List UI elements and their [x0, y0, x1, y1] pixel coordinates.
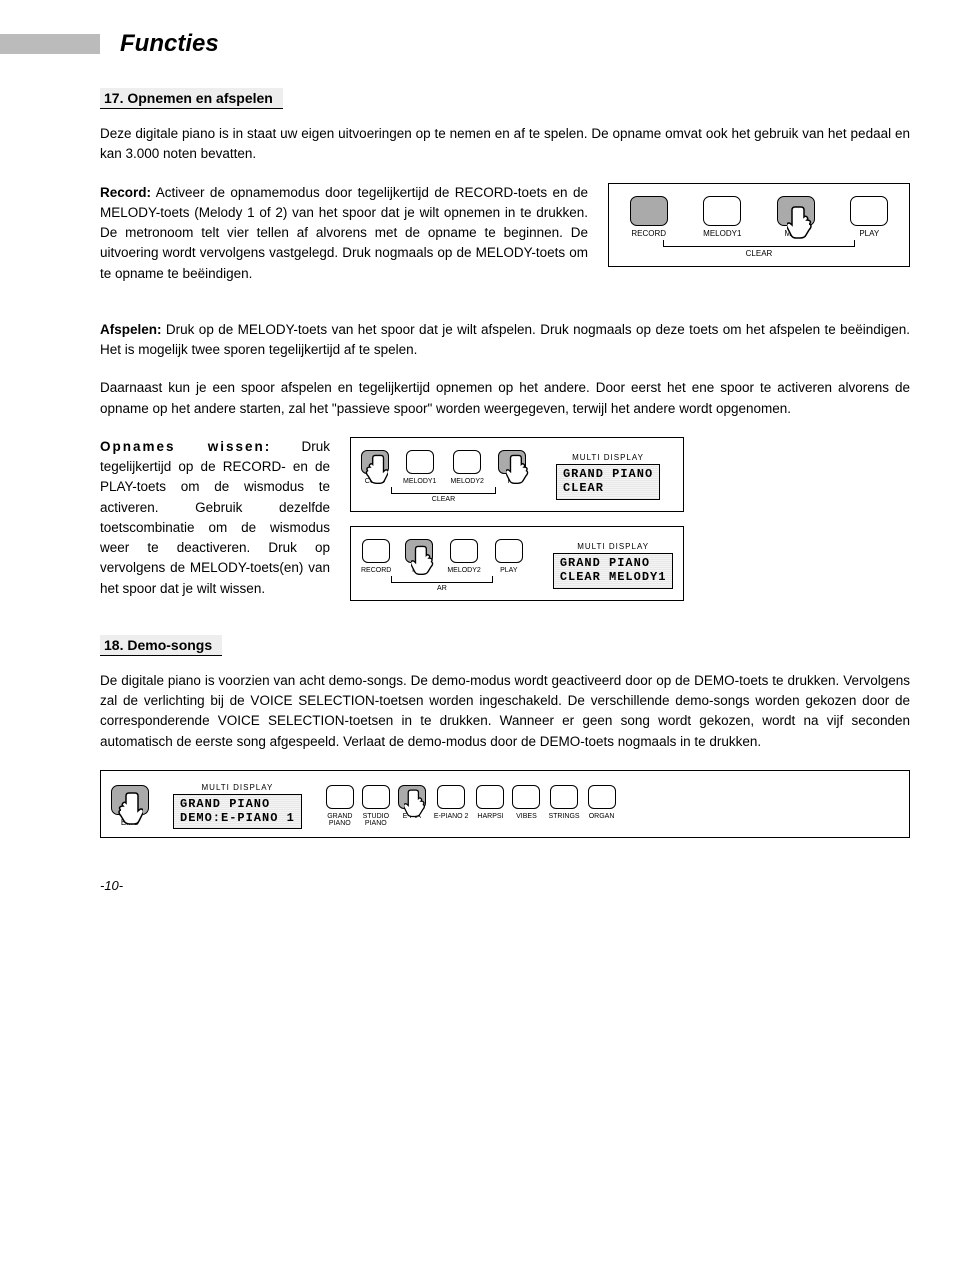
voice-label: E-PIANO 2 — [434, 813, 469, 820]
voice-harpsi[interactable] — [476, 785, 504, 809]
record-label: Record: — [100, 185, 151, 200]
play-button-label: PLAY — [859, 230, 879, 239]
voice-row: GRAND PIANO STUDIO PIANO E-PIA E-PIANO 2… — [326, 785, 616, 828]
play-button[interactable] — [495, 539, 523, 563]
melody2-button[interactable] — [450, 539, 478, 563]
clear-panel-1: CORD MELODY1 MELODY2 — [350, 437, 684, 512]
record-paragraph: Record: Activeer de opnamemodus door teg… — [100, 183, 588, 284]
play-button-label: PLAY — [500, 567, 517, 574]
record-button[interactable] — [630, 196, 668, 226]
melody1-button-label: MELODY1 — [403, 478, 436, 485]
melody2-button-label: MELODY2 — [447, 567, 480, 574]
clear-label: CLEAR — [663, 249, 855, 258]
record-button[interactable] — [361, 450, 389, 474]
melody1-button[interactable] — [405, 539, 433, 563]
voice-label: ORGAN — [589, 813, 615, 820]
voice-vibes[interactable] — [512, 785, 540, 809]
play-button[interactable] — [498, 450, 526, 474]
clear-panel-2: RECORD MEL MELODY2 — [350, 526, 684, 601]
lcd-display: GRAND PIANO DEMO:E-PIANO 1 — [173, 794, 302, 830]
record-button-label: RECORD — [631, 230, 666, 239]
record-button-label: CORD — [365, 478, 386, 485]
record-button-label: RECORD — [361, 567, 391, 574]
section-17-heading: 17. Opnemen en afspelen — [100, 88, 283, 109]
lcd-title: MULTI DISPLAY — [577, 542, 649, 551]
wissen-body: Druk tegelijkertijd op de RECORD- en de … — [100, 439, 330, 596]
melody2-button-label: MELODY2 — [450, 478, 483, 485]
voice-label: STUDIO PIANO — [363, 813, 389, 828]
afspelen-body: Druk op de MELODY-toets van het spoor da… — [100, 322, 910, 357]
melody2-button-label: MELO — [784, 230, 807, 239]
page-number: -10- — [100, 878, 910, 893]
voice-label: HARPSI — [477, 813, 503, 820]
section-18-body: De digitale piano is voorzien van acht d… — [100, 671, 910, 752]
title-gray-bar — [0, 34, 100, 54]
title-bar: Functies — [0, 30, 910, 58]
demo-button-label: EMO — [121, 819, 139, 828]
voice-studio-piano[interactable] — [362, 785, 390, 809]
wissen-paragraph: Opnames wissen: Druk tegelijkertijd op d… — [100, 437, 330, 599]
melody1-button-label: MEL — [412, 567, 426, 574]
record-panel: RECORD MELODY1 MELO PLAY — [608, 183, 910, 268]
voice-label: VIBES — [516, 813, 537, 820]
record-body: Activeer de opnamemodus door tegelijkert… — [100, 185, 588, 281]
voice-label: E-PIA — [403, 813, 421, 820]
voice-label: GRAND PIANO — [327, 813, 352, 828]
daarnaast-paragraph: Daarnaast kun je een spoor afspelen en t… — [100, 378, 910, 419]
demo-button[interactable] — [111, 785, 149, 815]
voice-label: STRINGS — [548, 813, 579, 820]
melody1-button[interactable] — [703, 196, 741, 226]
play-button-label: PL — [508, 478, 517, 485]
voice-grand-piano[interactable] — [326, 785, 354, 809]
voice-organ[interactable] — [588, 785, 616, 809]
wissen-label: Opnames wissen: — [100, 439, 271, 454]
lcd-display: GRAND PIANO CLEAR — [556, 464, 660, 500]
record-button[interactable] — [362, 539, 390, 563]
section-18-heading: 18. Demo-songs — [100, 635, 222, 656]
section-17-intro: Deze digitale piano is in staat uw eigen… — [100, 124, 910, 165]
melody1-button-label: MELODY1 — [703, 230, 741, 239]
lcd-title: MULTI DISPLAY — [572, 453, 644, 462]
lcd-display: GRAND PIANO CLEAR MELODY1 — [553, 553, 674, 589]
voice-epiano-2[interactable] — [437, 785, 465, 809]
voice-strings[interactable] — [550, 785, 578, 809]
voice-epiano-1[interactable] — [398, 785, 426, 809]
afspelen-paragraph: Afspelen: Druk op de MELODY-toets van he… — [100, 320, 910, 361]
melody2-button[interactable] — [777, 196, 815, 226]
melody1-button[interactable] — [406, 450, 434, 474]
page-title: Functies — [120, 30, 219, 58]
melody2-button[interactable] — [453, 450, 481, 474]
clear-label: AR — [391, 585, 493, 592]
lcd-title: MULTI DISPLAY — [202, 783, 274, 792]
play-button[interactable] — [850, 196, 888, 226]
clear-label: CLEAR — [391, 496, 496, 503]
afspelen-label: Afspelen: — [100, 322, 162, 337]
demo-panel: EMO MULTI DISPLAY GRAND PIANO DEMO:E-PIA… — [100, 770, 910, 839]
